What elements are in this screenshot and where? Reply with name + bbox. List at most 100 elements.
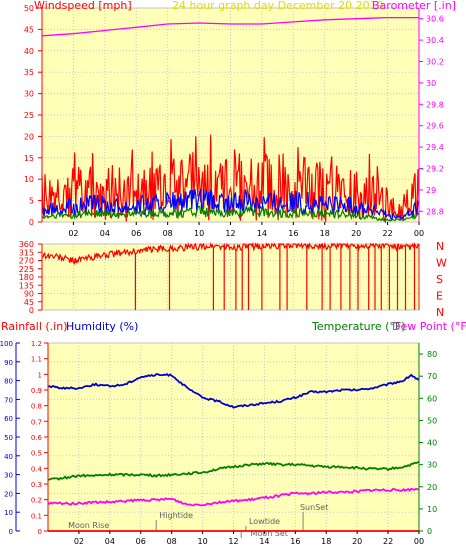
wind-y-tick-label: 25 <box>24 111 34 120</box>
temp-y-tick-label: 40 <box>427 439 437 448</box>
dewpoint-axis-label: Dew Point (°F) <box>392 320 466 333</box>
wind-x-tick-label: 04 <box>100 229 110 238</box>
temp-x-tick-label: 14 <box>259 537 269 546</box>
barometer-y-tick-label: 29 <box>426 186 436 195</box>
humidity-line <box>47 372 420 409</box>
humidity-y-tick-label: 20 <box>4 490 13 498</box>
temp-x-tick-label: 02 <box>74 537 84 546</box>
wind-y-tick-label: 50 <box>24 4 34 13</box>
temp-x-tick-label: 00 <box>414 537 424 546</box>
rain-y-tick-label: 0.4 <box>31 465 43 473</box>
compass-label: E <box>436 290 443 303</box>
barometer-y-tick-label: 29.4 <box>426 143 444 152</box>
wind-x-tick-label: 12 <box>225 229 235 238</box>
wind-x-tick-label: 14 <box>257 229 267 238</box>
barometer-y-tick-label: 29.8 <box>426 100 444 109</box>
temperature-humidity-panel: Moon Rise Hightide Lowtide Moon Set SunSet 0… <box>0 320 466 546</box>
wind-x-tick-label: 08 <box>163 229 173 238</box>
wind-x-tick-label: 16 <box>288 229 298 238</box>
humidity-y-tick-label: 60 <box>4 415 13 423</box>
direction-y-tick-label: 315 <box>19 248 34 257</box>
wind-x-tick-label: 18 <box>320 229 330 238</box>
humidity-y-tick-label: 0 <box>9 528 13 536</box>
humidity-y-tick-label: 70 <box>4 396 13 404</box>
rain-y-tick-label: 1 <box>38 371 42 379</box>
rain-y-tick-label: 0.9 <box>31 387 42 395</box>
temp-x-tick-label: 08 <box>167 537 177 546</box>
annotation-label: Lowtide <box>249 517 280 526</box>
wind-y-tick-label: 15 <box>24 154 34 163</box>
windspeed-line <box>41 134 420 224</box>
wind-y-tick-label: 30 <box>24 90 34 99</box>
temp-y-tick-label: 80 <box>427 350 437 359</box>
wind-y-tick-label: 5 <box>29 197 34 206</box>
direction-y-tick-label: 135 <box>19 281 34 290</box>
wind-y-tick-label: 45 <box>24 25 34 34</box>
temp-grid <box>48 342 420 532</box>
humidity-y-tick-label: 30 <box>4 472 13 480</box>
wind-x-tick-label: 20 <box>351 229 361 238</box>
barometer-line <box>41 16 419 37</box>
temperature-line <box>47 461 420 481</box>
temp-x-tick-label: 16 <box>290 537 300 546</box>
chart-title: 24 hour graph day December 20 2019 <box>172 0 384 12</box>
temp-y-tick-label: 30 <box>427 461 437 470</box>
direction-y-tick-label: 225 <box>19 265 34 274</box>
barometer-y-tick-label: 29.2 <box>426 165 444 174</box>
temp-x-tick-label: 04 <box>105 537 115 546</box>
dewpoint-line <box>47 487 420 507</box>
rain-y-tick-label: 0.7 <box>31 418 42 426</box>
barometer-y-tick-label: 30.6 <box>426 15 444 24</box>
temp-y-tick-label: 60 <box>427 394 437 403</box>
astro-annotations: Moon Rise Hightide Lowtide Moon Set SunSet <box>61 503 328 538</box>
annotation-label: SunSet <box>300 503 328 512</box>
rain-y-tick-label: 0.1 <box>31 512 42 520</box>
humidity-y-tick-label: 10 <box>4 509 13 517</box>
compass-label: N <box>436 240 444 253</box>
rain-y-tick-label: 0.5 <box>31 450 42 458</box>
temp-y-tick-label: 0 <box>427 527 432 536</box>
wind-y-tick-label: 20 <box>24 132 34 141</box>
barometer-y-tick-label: 30.4 <box>426 36 444 45</box>
wind-x-tick-label: 10 <box>194 229 204 238</box>
direction-y-tick-label: 0 <box>29 306 34 315</box>
wind-average-line <box>41 188 420 221</box>
rain-y-tick-label: 0.2 <box>31 497 42 505</box>
humidity-y-tick-label: 50 <box>4 434 13 442</box>
direction-y-tick-label: 180 <box>19 273 34 282</box>
annotation-label: Moon Set <box>251 529 288 538</box>
compass-label: N <box>436 306 444 319</box>
temp-x-tick-label: 18 <box>321 537 331 546</box>
temp-x-tick-label: 22 <box>383 537 393 546</box>
temp-x-tick-label: 06 <box>136 537 146 546</box>
wind-x-tick-label: 22 <box>382 229 392 238</box>
direction-y-tick-label: 360 <box>19 240 34 249</box>
humidity-y-tick-label: 40 <box>4 453 13 461</box>
temp-y-tick-label: 10 <box>427 505 437 514</box>
rain-y-tick-label: 0.6 <box>31 434 43 442</box>
direction-y-tick-label: 270 <box>19 257 34 266</box>
direction-y-tick-label: 45 <box>24 298 34 307</box>
annotation-label: Hightide <box>159 511 193 520</box>
wind-y-tick-label: 35 <box>24 68 34 77</box>
humidity-y-tick-label: 90 <box>4 359 13 367</box>
barometer-y-ticks: 28.8 29 29.2 29.4 29.6 29.8 30 30.2 30.4 30.6 <box>418 8 444 222</box>
temp-y-tick-label: 50 <box>427 416 437 425</box>
wind-y-ticks: 0 5 10 15 20 25 30 35 40 45 50 <box>24 4 43 227</box>
direction-series <box>42 241 419 310</box>
wind-y-tick-label: 0 <box>29 218 34 227</box>
rain-y-tick-label: 0.3 <box>31 481 42 489</box>
temp-x-tick-label: 10 <box>197 537 207 546</box>
temp-x-tick-label: 20 <box>352 537 362 546</box>
humidity-y-tick-label: 100 <box>0 340 13 348</box>
humidity-axis-label: Humidity (%) <box>66 320 138 333</box>
compass-label: W <box>436 257 447 270</box>
wind-x-tick-label: 00 <box>414 229 424 238</box>
wind-y-axis-label: Windspeed [mph] <box>34 0 132 12</box>
direction-y-tick-label: 90 <box>24 290 34 299</box>
